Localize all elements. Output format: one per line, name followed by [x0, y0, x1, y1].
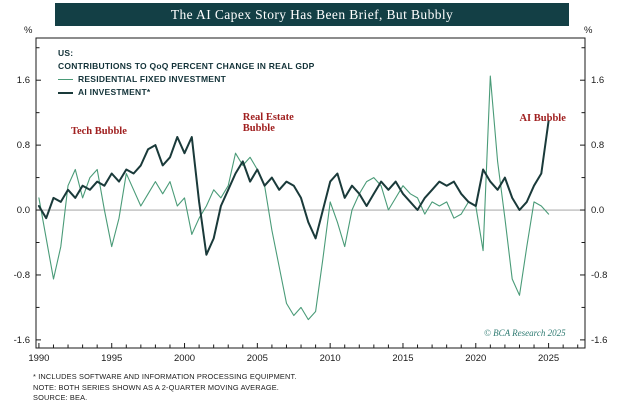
x-tick-label: 1990 [28, 353, 49, 364]
x-tick-label: 2005 [247, 353, 268, 364]
y-tick-label-left: -1.6 [14, 335, 30, 346]
legend-region-label: US: [58, 48, 74, 58]
y-axis-unit-left: % [24, 25, 33, 36]
legend-item-ai: AI INVESTMENT* [58, 86, 315, 99]
copyright-watermark: © BCA Research 2025 [484, 328, 566, 338]
annotation-ai-bubble: AI Bubble [519, 113, 566, 125]
y-tick-label-right: -1.6 [591, 335, 607, 346]
series-line-ai [37, 119, 550, 256]
y-tick-label-left: 0.8 [17, 140, 30, 151]
legend-label-residential: RESIDENTIAL FIXED INVESTMENT [78, 74, 227, 84]
series-line-residential [38, 75, 550, 321]
chart-title: The AI Capex Story Has Been Brief, But B… [170, 6, 454, 22]
y-tick-label-right: 1.6 [591, 75, 604, 86]
legend-item-residential: RESIDENTIAL FIXED INVESTMENT [58, 73, 315, 86]
y-tick-label-right: 0.0 [591, 205, 604, 216]
footnote-source: SOURCE: BEA. [33, 393, 88, 402]
y-tick-label-right: 0.8 [591, 140, 604, 151]
x-tick-label: 2000 [174, 353, 195, 364]
residential-line-swatch [58, 79, 73, 80]
plot-border [35, 37, 586, 349]
annotation-tech-bubble: Tech Bubble [70, 125, 127, 137]
legend-label-ai: AI INVESTMENT* [78, 87, 151, 97]
x-tick-label: 2010 [320, 353, 341, 364]
legend-subtitle: CONTRIBUTIONS TO QoQ PERCENT CHANGE IN R… [58, 61, 315, 71]
chart-legend: US: CONTRIBUTIONS TO QoQ PERCENT CHANGE … [58, 47, 315, 99]
x-tick-label: 1995 [101, 353, 122, 364]
footnotes: * INCLUDES SOFTWARE AND INFORMATION PROC… [33, 372, 297, 404]
chart-title-bar: The AI Capex Story Has Been Brief, But B… [55, 3, 569, 26]
footnote-note: NOTE: BOTH SERIES SHOWN AS A 2-QUARTER M… [33, 382, 280, 392]
x-tick-label: 2015 [392, 353, 413, 364]
y-tick-label-left: -0.8 [14, 270, 30, 281]
footnote-asterisk: * INCLUDES SOFTWARE AND INFORMATION PROC… [33, 372, 297, 381]
x-tick-label: 2020 [465, 353, 486, 364]
annotation-real-estate-bubble: Real Estate Bubble [242, 111, 294, 135]
y-tick-label-left: 1.6 [17, 75, 30, 86]
y-axis-unit-right: % [584, 25, 593, 36]
x-tick-label: 2025 [538, 353, 559, 364]
ai-line-swatch [58, 91, 73, 94]
y-tick-label-right: -0.8 [591, 270, 607, 281]
y-tick-label-left: 0.0 [17, 205, 30, 216]
